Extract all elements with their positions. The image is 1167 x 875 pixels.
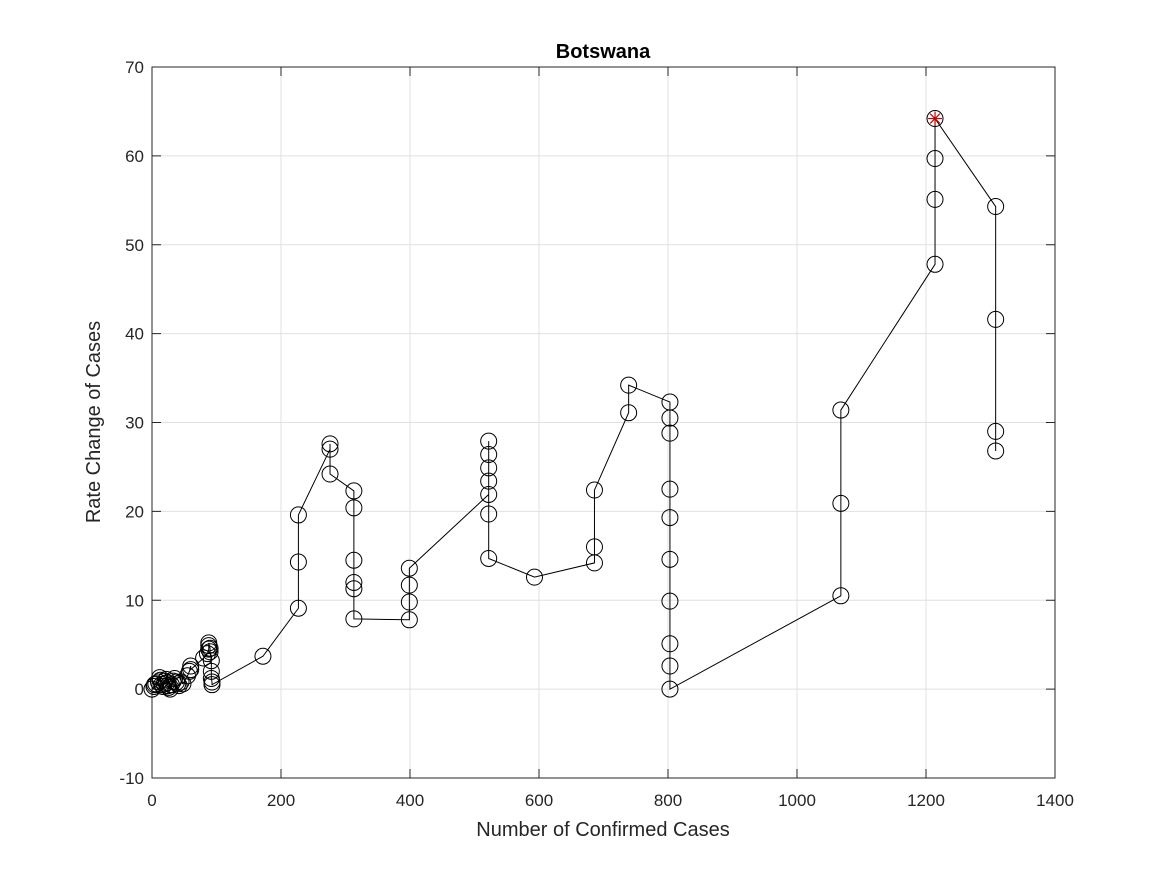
data-point [480, 472, 498, 490]
data-point [585, 481, 603, 499]
x-tick-label-0: 0 [147, 791, 156, 810]
data-point [987, 310, 1005, 328]
data-point [345, 551, 363, 569]
data-point [620, 404, 638, 422]
data-point [400, 611, 418, 629]
y-tick-label-0: -10 [119, 769, 144, 788]
highlight-point [928, 111, 943, 126]
data-point [926, 190, 944, 208]
data-point [321, 440, 339, 458]
chart-title: Botswana [556, 41, 651, 63]
highlight-mark-d2 [929, 113, 941, 124]
data-point [585, 538, 603, 556]
x-tick-label-2: 400 [396, 791, 424, 810]
data-point [321, 435, 339, 453]
y-tick-label-6: 50 [125, 236, 144, 255]
data-point [201, 639, 219, 657]
data-point [525, 568, 543, 586]
y-tick-label-1: 0 [135, 680, 144, 699]
data-point [321, 465, 339, 483]
data-point [480, 485, 498, 503]
data-point [480, 505, 498, 523]
x-tick-label-5: 1000 [778, 791, 816, 810]
data-point [170, 677, 188, 695]
data-point [345, 482, 363, 500]
data-point [180, 662, 198, 680]
y-tick-label-4: 30 [125, 414, 144, 433]
data-point [202, 662, 220, 680]
data-point [661, 592, 679, 610]
data-point [201, 643, 219, 661]
y-axis-label: Rate Change of Cases [83, 321, 105, 523]
data-point [345, 499, 363, 517]
data-point [832, 494, 850, 512]
data-point [400, 593, 418, 611]
x-tick-label-6: 1200 [907, 791, 945, 810]
data-point [200, 634, 218, 652]
data-point [926, 110, 944, 128]
data-point [289, 506, 307, 524]
data-point [480, 445, 498, 463]
grid [152, 67, 1055, 778]
data-point [195, 649, 213, 667]
data-point [661, 550, 679, 568]
data-point [172, 673, 190, 691]
data-point [661, 509, 679, 527]
data-point [200, 640, 218, 658]
data-point [987, 422, 1005, 440]
data-point [345, 580, 363, 598]
series-markers [143, 110, 1005, 698]
data-point [480, 432, 498, 450]
data-point [480, 459, 498, 477]
data-point [400, 559, 418, 577]
data-point [832, 401, 850, 419]
y-tick-label-8: 70 [125, 58, 144, 77]
data-point [345, 610, 363, 628]
data-point [926, 255, 944, 273]
data-point [289, 553, 307, 571]
data-point [480, 549, 498, 567]
data-point [168, 673, 186, 691]
data-point [987, 198, 1005, 216]
x-tick-label-4: 800 [654, 791, 682, 810]
data-point [254, 647, 272, 665]
data-point [620, 376, 638, 394]
y-tick-label-3: 20 [125, 502, 144, 521]
tick-labels: 0 200 400 600 800 1000 1200 1400-10010203040506… [119, 58, 1073, 810]
y-tick-label-5: 40 [125, 325, 144, 344]
data-point [661, 409, 679, 427]
data-point [202, 652, 220, 670]
data-point [182, 661, 200, 679]
data-point [661, 680, 679, 698]
data-point [661, 657, 679, 675]
data-point [400, 576, 418, 594]
data-point [832, 587, 850, 605]
data-point [926, 150, 944, 168]
data-point [345, 573, 363, 591]
x-axis-label: Number of Confirmed Cases [476, 819, 729, 841]
y-tick-label-2: 10 [125, 591, 144, 610]
y-tick-label-7: 60 [125, 147, 144, 166]
x-tick-label-7: 1400 [1036, 791, 1074, 810]
data-point [203, 676, 221, 694]
data-point [289, 599, 307, 617]
data-point [987, 442, 1005, 460]
x-tick-label-1: 200 [267, 791, 295, 810]
data-point [661, 635, 679, 653]
data-point [661, 480, 679, 498]
data-point [182, 657, 200, 675]
x-tick-label-3: 600 [525, 791, 553, 810]
axes [151, 66, 1056, 779]
data-point [661, 424, 679, 442]
